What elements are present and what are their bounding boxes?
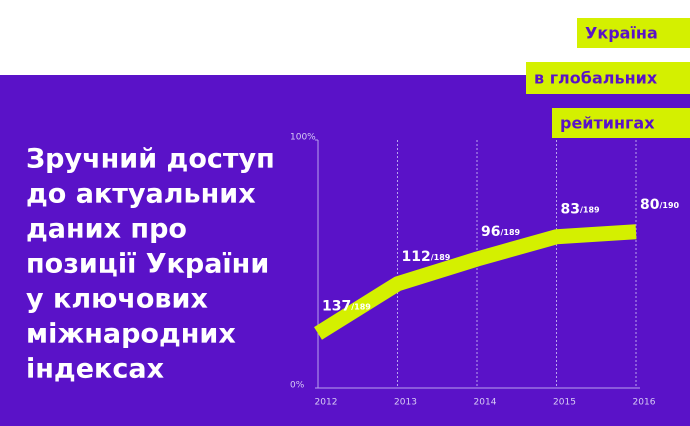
data-label: 83/189 (561, 202, 601, 218)
data-label-total: /189 (431, 252, 451, 261)
headline-line: у ключових (26, 284, 208, 315)
data-label-rank: 137 (322, 298, 351, 314)
headline-line: Зручний доступ (26, 144, 275, 175)
headline-line: до актуальних (26, 179, 256, 210)
data-label-rank: 112 (402, 249, 431, 265)
x-tick-label: 2014 (474, 398, 497, 408)
headline-line: індексах (26, 354, 164, 385)
data-label-rank: 80 (640, 197, 660, 213)
y-tick-label: 0% (290, 381, 305, 391)
banner-text: в глобальних (534, 69, 658, 88)
y-tick-label: 100% (290, 133, 316, 143)
data-label-total: /189 (500, 228, 520, 237)
headline-line: даних про (26, 214, 187, 245)
data-label: 80/190 (640, 197, 680, 213)
headline-line: міжнародних (26, 319, 236, 350)
banner-box (577, 18, 690, 48)
line (314, 224, 637, 340)
data-label: 112/189 (402, 249, 451, 265)
banner-box (526, 62, 690, 94)
banner-box (552, 108, 690, 138)
x-tick-label: 2015 (553, 398, 576, 408)
banner-text: рейтингах (560, 114, 655, 133)
data-label-rank: 83 (561, 202, 580, 218)
headline-line: позиції України (26, 249, 269, 280)
data-label-rank: 96 (481, 224, 500, 240)
data-label-total: /189 (580, 205, 600, 214)
x-tick-label: 2012 (315, 398, 338, 408)
x-tick-label: 2013 (394, 398, 417, 408)
data-label: 96/189 (481, 224, 521, 240)
data-label: 137/189 (322, 298, 371, 314)
data-label-total: /190 (659, 200, 679, 209)
data-label-total: /189 (351, 302, 371, 311)
banner-text: Україна (585, 24, 658, 43)
x-tick-label: 2016 (633, 398, 656, 408)
